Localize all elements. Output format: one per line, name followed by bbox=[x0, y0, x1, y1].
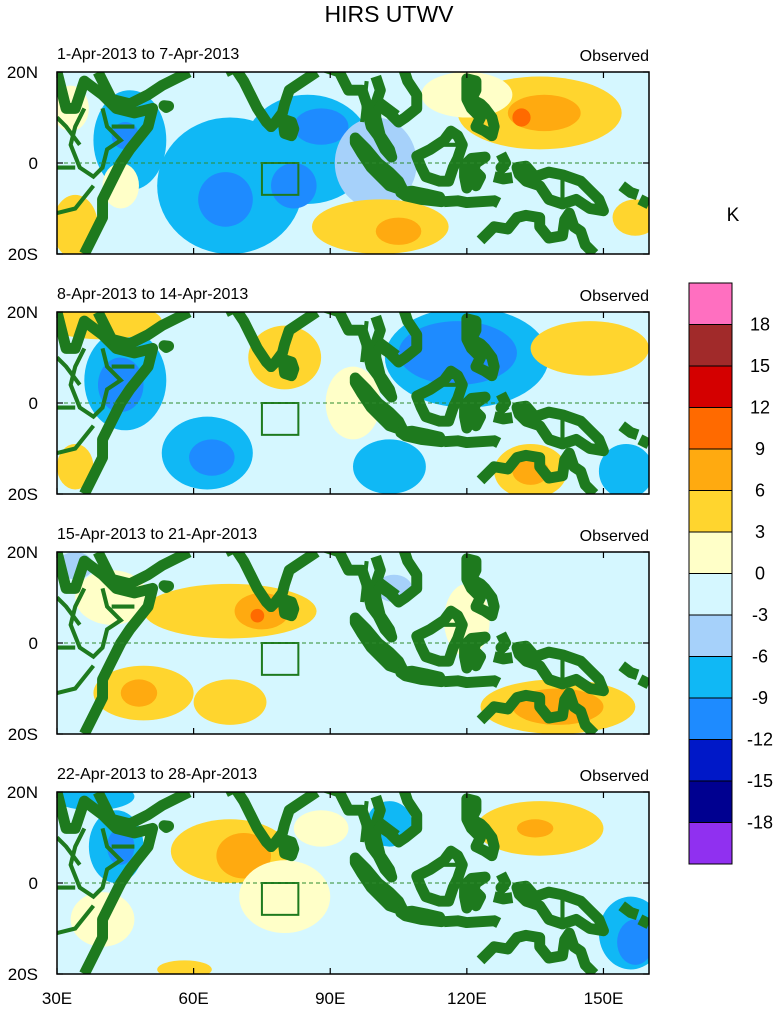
map-panel-1: 20N 0 20S 1-Apr-2013 to 7-Apr-2013 Observed bbox=[7, 46, 650, 264]
colorbar-tick-label: -15 bbox=[747, 771, 773, 791]
anomaly-region bbox=[250, 608, 265, 623]
panel-observed-label: Observed bbox=[580, 48, 649, 65]
colorbar-swatch bbox=[688, 697, 733, 740]
anomaly-region bbox=[375, 217, 422, 245]
anomaly-region bbox=[57, 792, 135, 811]
colorbar-tick-label: 0 bbox=[755, 564, 765, 584]
colorbar-tick-label: -9 bbox=[752, 688, 768, 708]
lat-tick-label: 20N bbox=[7, 303, 38, 322]
anomaly-region bbox=[293, 108, 349, 145]
study-region-box bbox=[260, 882, 300, 916]
lon-tick-label: 90E bbox=[315, 989, 345, 1008]
lon-tick-label: 150E bbox=[584, 989, 624, 1008]
anomaly-region bbox=[239, 860, 331, 934]
lat-tick-label: 0 bbox=[29, 394, 38, 413]
lat-tick-label: 20S bbox=[8, 965, 38, 984]
colorbar-swatch bbox=[688, 573, 733, 616]
anomaly-region bbox=[617, 919, 649, 965]
colorbar-tick-label: -18 bbox=[747, 813, 773, 833]
anomaly-region bbox=[120, 679, 158, 707]
study-region-box bbox=[260, 162, 300, 196]
map-panel-4: 20N 0 20S 22-Apr-2013 to 28-Apr-2013 Observe… bbox=[7, 766, 650, 984]
colorbar-swatch bbox=[688, 407, 733, 450]
lat-tick-label: 20N bbox=[7, 63, 38, 82]
lat-tick-label: 20N bbox=[7, 543, 38, 562]
map-panel-3: 20N 0 20S 15-Apr-2013 to 21-Apr-2013 Observe… bbox=[7, 526, 650, 744]
colorbar: 18 15 12 9 6 3 0 -3 -6 -9 -12 -15 -18 bbox=[688, 282, 773, 865]
colorbar-tick-label: 18 bbox=[750, 315, 770, 335]
anomaly-region bbox=[193, 679, 267, 725]
colorbar-tick-label: 12 bbox=[750, 398, 770, 418]
panel-observed-label: Observed bbox=[580, 768, 649, 785]
anomaly-region bbox=[612, 199, 649, 236]
colorbar-swatch bbox=[688, 282, 733, 325]
anomaly-region bbox=[293, 810, 349, 847]
lon-tick-label: 120E bbox=[447, 989, 487, 1008]
colorbar-swatch bbox=[688, 822, 733, 865]
anomaly-region bbox=[216, 832, 272, 879]
anomaly-region bbox=[198, 172, 253, 227]
anomaly-region bbox=[353, 439, 426, 494]
colorbar-swatch bbox=[688, 324, 733, 367]
lon-tick-label: 30E bbox=[42, 989, 72, 1008]
colorbar-swatch bbox=[688, 780, 733, 823]
colorbar-tick-label: -3 bbox=[752, 605, 768, 625]
anomaly-region bbox=[512, 108, 531, 127]
colorbar-tick-label: 15 bbox=[750, 356, 770, 376]
colorbar-tick-label: 9 bbox=[755, 439, 765, 459]
panel-date-range: 8-Apr-2013 to 14-Apr-2013 bbox=[57, 286, 248, 303]
colorbar-tick-label: 3 bbox=[755, 522, 765, 542]
study-region-box bbox=[260, 642, 300, 676]
anomaly-region bbox=[598, 443, 649, 494]
colorbar-swatch bbox=[688, 531, 733, 574]
panel-date-range: 22-Apr-2013 to 28-Apr-2013 bbox=[57, 766, 257, 783]
colorbar-swatch bbox=[688, 365, 733, 408]
colorbar-tick-label: -6 bbox=[752, 647, 768, 667]
lat-tick-label: 20S bbox=[8, 485, 38, 504]
lat-tick-label: 0 bbox=[29, 874, 38, 893]
panel-observed-label: Observed bbox=[580, 528, 649, 545]
anomaly-region bbox=[271, 163, 317, 209]
lon-tick-label: 60E bbox=[178, 989, 208, 1008]
study-region-box bbox=[260, 402, 300, 436]
anomaly-region bbox=[516, 819, 554, 838]
anomaly-region bbox=[157, 960, 212, 974]
lat-tick-label: 20S bbox=[8, 725, 38, 744]
colorbar-swatch bbox=[688, 448, 733, 491]
colorbar-swatch bbox=[688, 614, 733, 657]
lat-tick-label: 0 bbox=[29, 634, 38, 653]
map-panel-2: 20N 0 20S 8-Apr-2013 to 14-Apr-2013 Observed bbox=[7, 286, 650, 504]
anomaly-region bbox=[57, 443, 94, 490]
colorbar-swatch bbox=[688, 490, 733, 533]
colorbar-swatch bbox=[688, 739, 733, 782]
panel-observed-label: Observed bbox=[580, 288, 649, 305]
anomaly-region bbox=[189, 439, 235, 476]
colorbar-units: K bbox=[727, 205, 740, 226]
lat-tick-label: 0 bbox=[29, 154, 38, 173]
lat-tick-label: 20N bbox=[7, 783, 38, 802]
colorbar-tick-label: 6 bbox=[755, 481, 765, 501]
panel-date-range: 15-Apr-2013 to 21-Apr-2013 bbox=[57, 526, 257, 543]
panel-date-range: 1-Apr-2013 to 7-Apr-2013 bbox=[57, 46, 239, 63]
colorbar-tick-label: -12 bbox=[747, 730, 773, 750]
chart-title: HIRS UTWV bbox=[324, 1, 454, 27]
lon-axis-labels: 30E 60E 90E 120E 150E bbox=[42, 989, 623, 1008]
anomaly-region bbox=[530, 321, 649, 376]
colorbar-swatch bbox=[688, 656, 733, 699]
lat-tick-label: 20S bbox=[8, 245, 38, 264]
